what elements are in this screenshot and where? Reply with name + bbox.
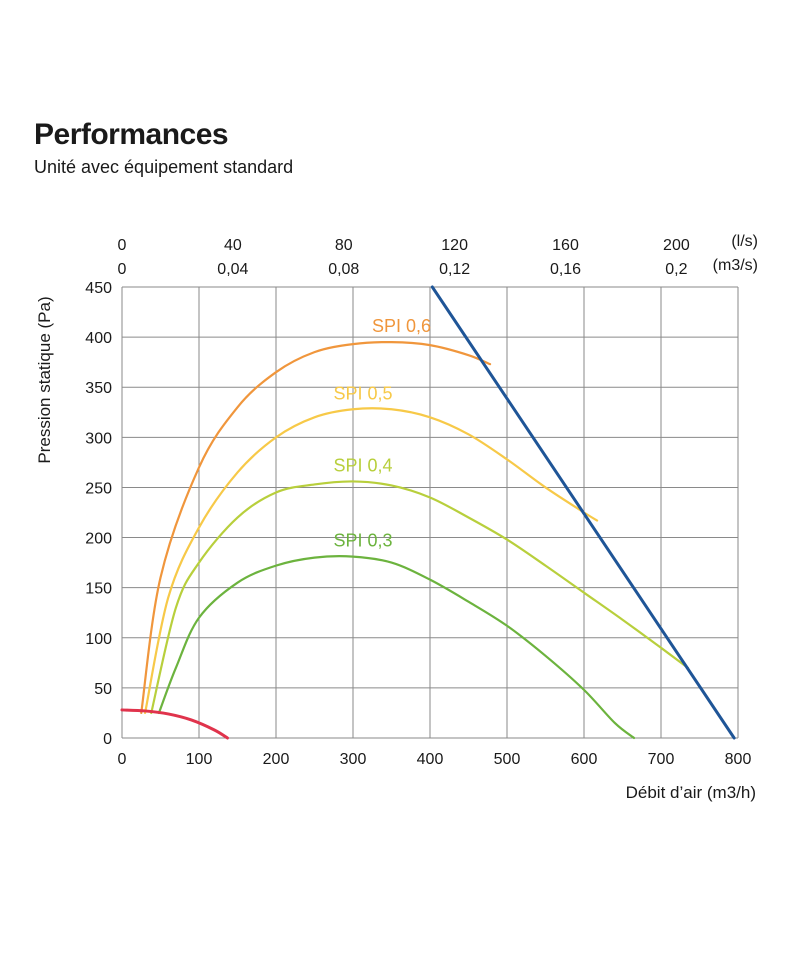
top-tick-m3s-label: 0,08 (328, 261, 359, 278)
y-tick-label: 150 (85, 581, 112, 598)
y-tick-label: 300 (85, 430, 112, 447)
series-label: SPI 0,6 (372, 316, 431, 336)
top-tick-ls-label: 80 (335, 237, 353, 254)
series-group (120, 285, 736, 740)
top-tick-ls-label: 40 (224, 237, 242, 254)
y-tick-label: 350 (85, 380, 112, 397)
series-spi-0-6 (140, 340, 492, 715)
series-label: SPI 0,5 (333, 383, 392, 403)
grid (121, 286, 739, 739)
series-label: SPI 0,4 (333, 455, 392, 475)
x-tick-label: 200 (263, 751, 290, 768)
chart-subtitle: Unité avec équipement standard (34, 157, 294, 177)
x-tick-label: 800 (725, 751, 752, 768)
series-label: SPI 0,3 (333, 531, 392, 551)
top-tick-m3s-label: 0 (118, 261, 127, 278)
top-axis-m3s-unit: (m3/s) (713, 257, 758, 274)
x-tick-label: 600 (571, 751, 598, 768)
y-tick-label: 200 (85, 531, 112, 548)
y-tick-label: 50 (94, 681, 112, 698)
top-tick-m3s-label: 0,16 (550, 261, 581, 278)
x-tick-label: 500 (494, 751, 521, 768)
series-labels: SPI 0,6 SPI 0,5 SPI 0,4 SPI 0,3 (333, 316, 431, 550)
x-tick-label: 100 (186, 751, 213, 768)
series-line-4 (430, 285, 736, 740)
top-tick-m3s-label: 0,04 (217, 261, 248, 278)
x-tick-label: 0 (118, 751, 127, 768)
top-axis-ls-unit: (l/s) (731, 233, 758, 250)
series-line-5 (120, 708, 229, 740)
series-spi-0-4 (150, 480, 690, 715)
top-tick-m3s-label: 0,2 (665, 261, 687, 278)
x-tick-label: 700 (648, 751, 675, 768)
chart-title: Performances (34, 118, 229, 151)
top-tick-ls-label: 0 (118, 237, 127, 254)
y-tick-label: 0 (103, 731, 112, 748)
y-axis-label: Pression statique (Pa) (35, 296, 54, 463)
top-tick-m3s-label: 0,12 (439, 261, 470, 278)
top-tick-ls-label: 200 (663, 237, 690, 254)
series-spi-0-3 (157, 555, 636, 740)
y-tick-label: 450 (85, 280, 112, 297)
y-tick-label: 400 (85, 330, 112, 347)
x-tick-label: 300 (340, 751, 367, 768)
y-tick-label: 100 (85, 631, 112, 648)
top-tick-ls-label: 120 (441, 237, 468, 254)
x-tick-label: 400 (417, 751, 444, 768)
top-tick-ls-label: 160 (552, 237, 579, 254)
y-tick-label: 250 (85, 480, 112, 497)
x-axis-label: Débit d’air (m3/h) (626, 783, 756, 802)
series-spi-0-5 (144, 407, 599, 715)
tick-labels: 0 100 200 300 400 500 600 700 800050100150200250… (85, 237, 751, 768)
